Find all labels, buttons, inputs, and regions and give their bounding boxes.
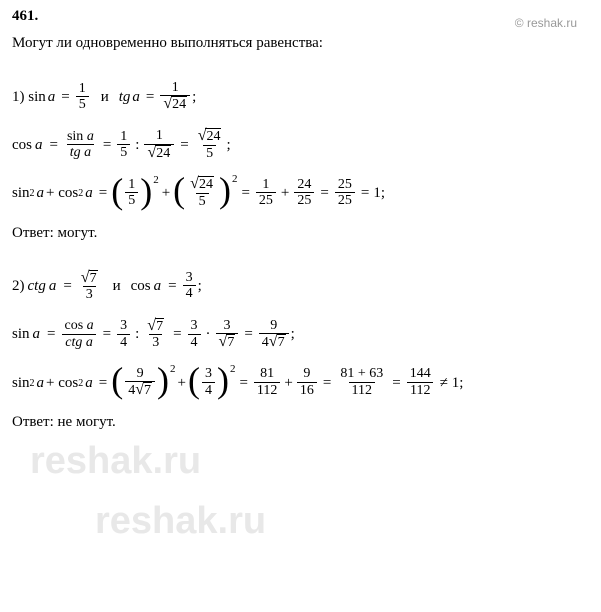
p1-prefix: 1) sin: [12, 89, 46, 106]
p1-answer-text: могут.: [58, 225, 98, 241]
p2-prefix: 2): [12, 278, 25, 295]
p1-answer: Ответ: могут.: [12, 225, 589, 242]
p2-and: и: [113, 278, 121, 295]
question-text: Могут ли одновременно выполняться равенс…: [12, 35, 589, 52]
p2-answer: Ответ: не могут.: [12, 414, 589, 431]
watermark-2: reshak.ru: [95, 500, 266, 543]
p2-line3: sin2a + cos2a = ( 9 4√7 ) 2 + ( 34 ) 2 =…: [12, 366, 589, 400]
p2-neq: ≠ 1;: [440, 375, 464, 392]
p1-line3: sin2a + cos2a = ( 15 ) 2 + ( √24 5 ) 2 =…: [12, 176, 589, 210]
copyright: © reshak.ru: [515, 16, 577, 30]
watermark-1: reshak.ru: [30, 440, 201, 483]
p2-line1: 2) ctg a = √7 3 и cosa = 34 ;: [12, 270, 589, 304]
p2-answer-text: не могут.: [58, 414, 116, 430]
p2-answer-label: Ответ:: [12, 414, 54, 430]
p1-a1: a: [48, 89, 56, 106]
p1-answer-label: Ответ:: [12, 225, 54, 241]
p1-line1: 1) sin a = 15 и tg a = 1 √24 ;: [12, 80, 589, 114]
part1: 1) sin a = 15 и tg a = 1 √24 ; cosa = si…: [12, 80, 589, 242]
p2-ctg: ctg: [28, 278, 46, 295]
p1-tg: tg: [119, 89, 131, 106]
p1-line2: cosa = sin a tg a = 15 : 1 √24 = √24 5 ;: [12, 128, 589, 162]
p2-line2: sina = cos a ctg a = 34 : √7 3 = 34 · 3 …: [12, 318, 589, 352]
p1-and: и: [101, 89, 109, 106]
problem-number: 461.: [12, 8, 589, 25]
part2: 2) ctg a = √7 3 и cosa = 34 ; sina = cos…: [12, 270, 589, 432]
